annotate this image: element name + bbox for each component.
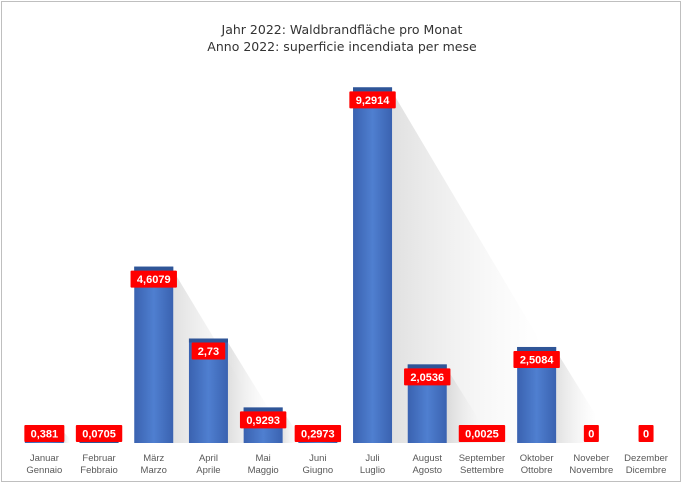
- data-label: 2,73: [198, 346, 219, 358]
- data-label-box: [75, 425, 123, 442]
- x-tick-label: August: [412, 453, 442, 464]
- bar-top-edge: [188, 338, 228, 343]
- x-tick-label: Gennaio: [26, 465, 62, 476]
- x-tick-label: Febbraio: [80, 465, 118, 476]
- x-tick-label: Juni: [309, 453, 326, 464]
- x-tick-label: April: [199, 453, 218, 464]
- data-label: 0,0705: [82, 429, 116, 441]
- x-tick-label: Giugno: [303, 465, 334, 476]
- bar-top-edge: [243, 407, 283, 412]
- chart-title: Jahr 2022: Waldbrandfläche pro Monat: [221, 22, 463, 37]
- bar-shadow: [282, 411, 298, 443]
- bar-top-edge: [517, 346, 557, 351]
- data-label: 4,6079: [137, 274, 171, 286]
- data-label-box: [458, 425, 506, 442]
- x-tick-label: Dicembre: [626, 465, 667, 476]
- bar-shadow: [392, 91, 542, 444]
- data-label-box: [349, 91, 396, 109]
- x-tick-label: Marzo: [141, 465, 167, 476]
- x-tick-label: Maggio: [248, 465, 279, 476]
- bar-top-edge: [134, 266, 174, 271]
- x-tick-label: Noveber: [573, 453, 609, 464]
- data-label-box: [24, 425, 65, 442]
- x-tick-label: Aprile: [196, 465, 220, 476]
- data-label-box: [130, 270, 177, 288]
- x-tick-label: Luglio: [360, 465, 385, 476]
- data-label: 9,2914: [356, 95, 391, 107]
- chart-subtitle: Anno 2022: superficie incendiata per mes…: [207, 39, 477, 54]
- data-label-box: [583, 425, 599, 442]
- x-tick-label: Settembre: [460, 465, 504, 476]
- x-tick-label: Ottobre: [521, 465, 553, 476]
- x-tick-label: Novembre: [569, 465, 613, 476]
- data-label-box: [513, 350, 560, 368]
- bar-shadow: [63, 432, 70, 443]
- x-tick-label: Agosto: [412, 465, 442, 476]
- bar-top-edge: [353, 87, 393, 92]
- x-tick-label: September: [459, 453, 505, 464]
- x-tick-label: Oktober: [520, 453, 554, 464]
- data-label: 0,381: [31, 429, 59, 441]
- data-label-box: [239, 411, 287, 429]
- bar-shadow: [446, 368, 480, 443]
- data-label: 2,5084: [520, 354, 555, 366]
- data-label: 0,9293: [246, 415, 280, 427]
- x-tick-label: Mai: [255, 453, 270, 464]
- bar-top-edge: [407, 364, 447, 369]
- data-label: 0,2973: [301, 429, 335, 441]
- data-label-box: [638, 425, 654, 442]
- bar-juli: [353, 87, 393, 444]
- x-tick-label: Dezember: [624, 453, 668, 464]
- x-tick-label: Februar: [82, 453, 115, 464]
- x-tick-label: März: [143, 453, 164, 464]
- data-label: 0: [588, 429, 594, 441]
- data-label: 2,0536: [410, 372, 444, 384]
- x-tick-label: Januar: [30, 453, 59, 464]
- bar-shadow: [556, 350, 597, 443]
- bar-märz: [134, 266, 174, 443]
- x-tick-label: Juli: [365, 453, 379, 464]
- data-label: 0: [643, 429, 649, 441]
- data-label-box: [191, 342, 226, 360]
- data-label-box: [294, 425, 342, 442]
- data-label-box: [404, 368, 451, 386]
- data-label: 0,0025: [465, 429, 499, 441]
